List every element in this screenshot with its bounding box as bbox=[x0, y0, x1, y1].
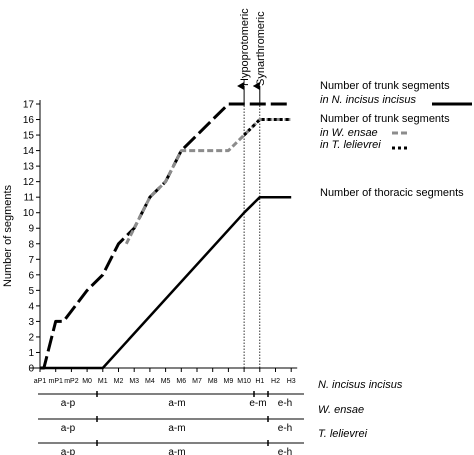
x-tick-label: M0 bbox=[82, 378, 92, 385]
y-tick-label: 16 bbox=[23, 115, 35, 126]
phase-label: a-p bbox=[61, 423, 76, 434]
legend-label: Number of thoracic segments bbox=[320, 187, 464, 199]
x-tick-label: mP1 bbox=[48, 378, 63, 385]
phase-label: a-p bbox=[61, 398, 76, 409]
y-tick-label: 2 bbox=[28, 332, 34, 343]
x-tick-label: H2 bbox=[271, 378, 280, 385]
x-tick-label: M1 bbox=[98, 378, 108, 385]
y-axis-label: Number of segments bbox=[2, 184, 14, 287]
x-tick-label: H1 bbox=[255, 378, 264, 385]
x-tick-label: H3 bbox=[287, 378, 296, 385]
phase-species-label: W. ensae bbox=[318, 404, 364, 416]
x-tick-label: M7 bbox=[192, 378, 202, 385]
y-tick-label: 12 bbox=[23, 177, 35, 188]
x-tick-label: M8 bbox=[208, 378, 218, 385]
y-tick-label: 9 bbox=[28, 224, 34, 235]
y-tick-label: 10 bbox=[23, 208, 35, 219]
y-tick-label: 13 bbox=[23, 162, 35, 173]
y-tick-label: 7 bbox=[28, 255, 34, 266]
phase-species-label: N. incisus incisus bbox=[318, 379, 403, 391]
annotation-label: Synarthromeric bbox=[255, 11, 267, 86]
x-tick-label: M6 bbox=[176, 378, 186, 385]
x-axis-ticks: aP1 mP1 mP2 M0 M1 M2 M3 M4 M5 M6 M7 M8 M9 M10 H1 H2 H3 bbox=[34, 368, 296, 385]
annotation-label: Hypoprotomeric bbox=[239, 8, 251, 86]
phase-label: a-m bbox=[168, 423, 185, 434]
x-tick-label: M10 bbox=[237, 378, 251, 385]
legend: Number of trunk segments in N. incisus in… bbox=[320, 80, 472, 199]
y-tick-label: 3 bbox=[28, 317, 34, 328]
phase-label: a-m bbox=[168, 398, 185, 409]
x-tick-label: M4 bbox=[145, 378, 155, 385]
phase-label: a-p bbox=[61, 447, 76, 455]
x-tick-label: M9 bbox=[224, 378, 234, 385]
series-line-thoracic bbox=[40, 195, 292, 370]
y-tick-label: 0 bbox=[28, 364, 34, 375]
y-tick-label: 14 bbox=[23, 146, 35, 157]
series-line-ni_trunk bbox=[40, 102, 292, 370]
annotation-lines bbox=[243, 104, 261, 368]
legend-label: in N. incisus incisus bbox=[320, 94, 416, 106]
y-tick-label: 15 bbox=[23, 131, 35, 142]
series-line-we_trunk bbox=[124, 118, 292, 245]
y-tick-label: 8 bbox=[28, 239, 34, 250]
y-tick-label: 17 bbox=[23, 100, 35, 111]
phase-label: e-h bbox=[278, 398, 292, 409]
x-tick-label: mP2 bbox=[64, 378, 79, 385]
phase-species-label: T. lelievrei bbox=[318, 428, 368, 440]
phase-label: e-h bbox=[278, 423, 292, 434]
legend-label: in T. lelievrei bbox=[320, 139, 381, 151]
x-tick-label: M3 bbox=[129, 378, 139, 385]
phase-label: a-m bbox=[168, 447, 185, 455]
series-line-tl_trunk bbox=[243, 118, 292, 137]
x-tick-label: M2 bbox=[114, 378, 124, 385]
y-tick-label: 11 bbox=[24, 193, 35, 204]
x-tick-label: aP1 bbox=[34, 378, 47, 385]
y-tick-label: 1 bbox=[28, 348, 34, 359]
series-lines bbox=[40, 102, 292, 370]
y-tick-label: 6 bbox=[28, 270, 34, 281]
x-tick-label: M5 bbox=[161, 378, 171, 385]
phase-label: e-h bbox=[278, 447, 292, 455]
y-tick-label: 4 bbox=[28, 301, 34, 312]
annotations: Hypoprotomeric Synarthromeric bbox=[237, 8, 267, 104]
y-tick-label: 5 bbox=[28, 286, 34, 297]
legend-label: Number of trunk segments bbox=[320, 80, 450, 92]
phase-timelines: N. incisus incisus a-p a-m e-m e-h W. ensae a-… bbox=[38, 379, 403, 455]
legend-label: in W. ensae bbox=[320, 127, 378, 139]
plot-axes bbox=[30, 100, 298, 369]
legend-label: Number of trunk segments bbox=[320, 113, 450, 125]
phase-label: e-m bbox=[249, 398, 266, 409]
